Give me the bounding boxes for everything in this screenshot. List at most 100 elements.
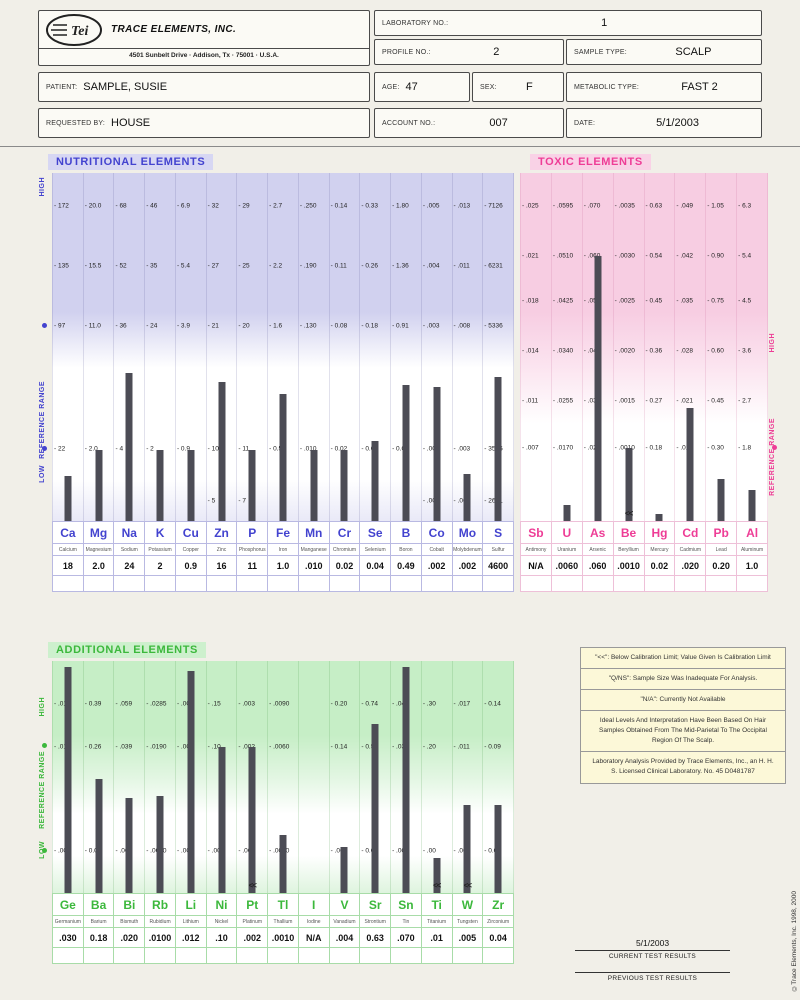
element-value-As: .060 xyxy=(582,556,614,576)
footer-gap xyxy=(575,960,730,970)
scale-tick: - .10 xyxy=(207,743,221,751)
scale-tick: - 135 xyxy=(54,262,69,270)
scale-tick: - 3.9 xyxy=(176,322,190,330)
chart-column-Zn: - 32 - 27 - 21 - 10 - 5 xyxy=(207,173,238,521)
scale-tick: - .030 xyxy=(392,743,409,751)
scale-tick: - 29 xyxy=(238,202,250,210)
result-bar-Co xyxy=(433,387,441,521)
chart-column-U: - .0595 - .0510 - .0425 - .0340 - .0255 - .01… xyxy=(552,173,583,521)
company-name: TRACE ELEMENTS, INC. xyxy=(111,24,237,35)
scale-tick: - .0255 xyxy=(552,397,574,405)
results-footer: 5/1/2003 CURRENT TEST RESULTS PREVIOUS T… xyxy=(575,938,730,982)
element-value-Co: .002 xyxy=(421,556,453,576)
scale-tick: - 1.80 xyxy=(392,202,409,210)
scale-tick: - 35 xyxy=(146,262,158,270)
previous-result-cell-Fe xyxy=(268,576,299,592)
scale-tick: - .035 xyxy=(676,297,693,305)
previous-result-cell-S xyxy=(483,576,514,592)
scale-tick: - 0.14 xyxy=(484,700,501,708)
result-bar-Tl xyxy=(279,835,287,893)
element-name-K: Potassium xyxy=(145,544,176,556)
result-bar-Mg xyxy=(95,449,103,521)
scale-tick: - .070 xyxy=(583,202,601,210)
element-symbol-Sb: Sb xyxy=(521,522,552,544)
scale-tick: - .0090 xyxy=(269,700,290,708)
element-value-Ca: 18 xyxy=(53,556,84,576)
previous-result-cell-P xyxy=(237,576,269,592)
metabolic-type-box: METABOLIC TYPE: FAST 2 xyxy=(566,72,762,102)
toxic-element-table: Sb U As Be Hg Cd Pb Al Antimony Uranium Arsenic Ber… xyxy=(520,521,768,592)
scale-tick: - 21 xyxy=(207,322,219,330)
previous-results-label: PREVIOUS TEST RESULTS xyxy=(607,975,698,982)
previous-result-cell-Cu xyxy=(175,576,207,592)
reference-low-dot xyxy=(42,848,47,853)
profile-no-value: 2 xyxy=(493,46,500,58)
scale-tick: - 0.26 xyxy=(361,262,378,270)
sex-value: F xyxy=(526,81,533,93)
axis-label-reference-range: REFERENCE RANGE xyxy=(769,418,776,496)
nutritional-plot-area: - 172 - 135 - 97 - 22 - 20.0 - 15.5 - 11.0 - 2.… xyxy=(52,173,515,521)
scale-tick: - .000 xyxy=(392,847,409,855)
element-symbol-Ni: Ni xyxy=(206,894,238,916)
scale-tick: - .001 xyxy=(453,497,471,505)
scale-tick: - 27 xyxy=(207,262,219,270)
previous-results-rule xyxy=(575,972,730,973)
patient-box: PATIENT: SAMPLE, SUSIE xyxy=(38,72,370,102)
previous-result-cell-Mg xyxy=(83,576,115,592)
company-logo-box: Tei TRACE ELEMENTS, INC. 4501 Sunbelt Dr… xyxy=(38,10,370,66)
chart-column-Ni: - .15 - .10 - .00 xyxy=(207,661,238,893)
result-bar-Ca xyxy=(64,475,72,521)
element-symbol-Ge: Ge xyxy=(53,894,84,916)
element-name-Cd: Cadmium xyxy=(675,544,707,556)
scale-tick: - .190 xyxy=(299,262,317,270)
element-symbol-Mo: Mo xyxy=(452,522,484,544)
scale-tick: - 0.33 xyxy=(361,202,378,210)
result-bar-Pt xyxy=(248,746,256,893)
scale-tick: - 0.18 xyxy=(361,322,378,330)
element-name-Sr: Strontium xyxy=(360,916,392,928)
scale-tick: - .039 xyxy=(115,743,133,751)
result-bar-Zn xyxy=(218,381,226,521)
scale-tick: - .040 xyxy=(583,347,601,355)
element-value-Ti: .01 xyxy=(421,928,453,948)
previous-result-cell-Bi xyxy=(114,948,146,964)
additional-element-table: Ge Ba Bi Rb Li Ni Pt Tl I V Sr Sn Ti W Zr Germanium Bari… xyxy=(52,893,514,964)
scale-tick: - 0.08 xyxy=(330,322,348,330)
scale-tick: - 2651 xyxy=(484,497,503,505)
result-bar-K xyxy=(156,449,164,521)
scale-tick: - 0.39 xyxy=(84,700,102,708)
element-name-Cr: Chromium xyxy=(329,544,361,556)
previous-result-cell-U xyxy=(551,576,583,592)
scale-tick: - .030 xyxy=(583,397,601,405)
result-bar-Cr xyxy=(340,449,348,521)
element-name-Mo: Molybdenum xyxy=(452,544,484,556)
result-bar-Be xyxy=(625,447,633,521)
element-value-Li: .012 xyxy=(175,928,207,948)
result-bar-Hg xyxy=(655,514,663,521)
chart-column-Pb: - 1.05 - 0.90 - 0.75 - 0.60 - 0.45 - 0.30 xyxy=(706,173,738,521)
scale-tick: - 2.7 xyxy=(269,202,283,210)
previous-result-cell-Hg xyxy=(644,576,676,592)
scale-tick: - .021 xyxy=(522,252,539,260)
account-no-box: ACCOUNT NO.: 007 xyxy=(374,108,564,138)
previous-result-cell-Zr xyxy=(483,948,514,964)
element-symbol-Mn: Mn xyxy=(298,522,330,544)
scale-tick: - .000 xyxy=(422,497,440,505)
element-value-Cr: 0.02 xyxy=(329,556,361,576)
scale-tick: - 1.6 xyxy=(269,322,283,330)
chart-column-Rb: - .0285 - .0190 - .0000 xyxy=(145,661,176,893)
result-bar-V xyxy=(340,846,348,893)
below-calibration-marker: << xyxy=(463,881,472,890)
element-value-Se: 0.04 xyxy=(360,556,392,576)
element-name-B: Boron xyxy=(391,544,422,556)
additional-chart-title: ADDITIONAL ELEMENTS xyxy=(48,642,206,658)
scale-tick: - .011 xyxy=(522,397,539,405)
scale-tick: - 2 xyxy=(146,445,154,453)
element-name-Zr: Zirconium xyxy=(483,916,514,928)
scale-tick: - 0.5 xyxy=(269,445,283,453)
previous-result-cell-I xyxy=(298,948,330,964)
result-bar-Rb xyxy=(156,795,164,893)
chart-column-Ca: - 172 - 135 - 97 - 22 xyxy=(52,173,84,521)
previous-result-cell-Rb xyxy=(145,948,176,964)
element-symbol-S: S xyxy=(483,522,514,544)
